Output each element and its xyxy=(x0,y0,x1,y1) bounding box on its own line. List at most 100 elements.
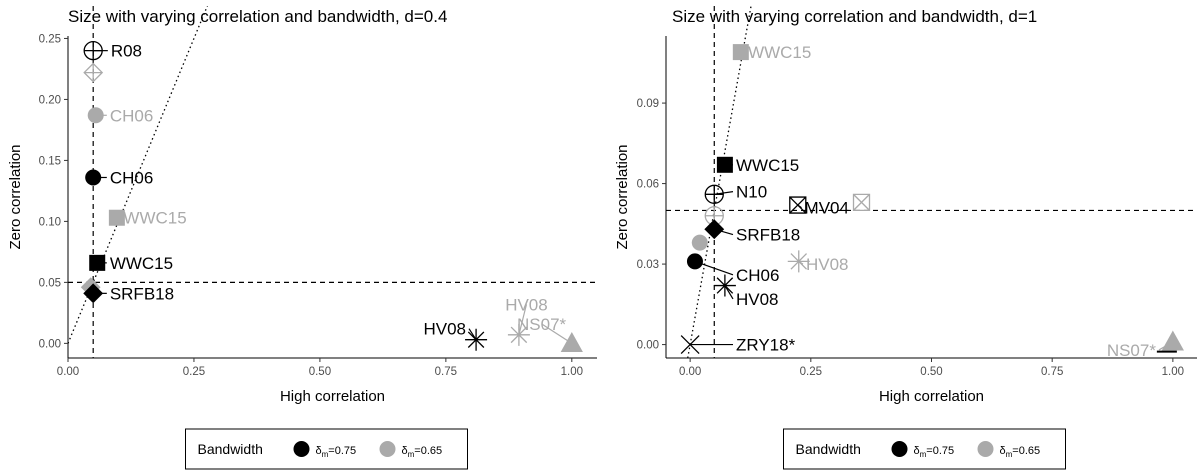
y-tick-label: 0.09 xyxy=(637,98,659,110)
legend-key-1 xyxy=(891,441,908,457)
y-tick-label: 0.00 xyxy=(637,340,659,352)
data-point: HV08 xyxy=(505,295,548,346)
x-tick-label: 1.00 xyxy=(561,366,583,378)
point-label: CH06 xyxy=(736,266,779,285)
legend-key-1 xyxy=(293,441,310,457)
x-tick-label: 1.00 xyxy=(1162,366,1184,378)
marker-asterisk xyxy=(465,328,488,351)
legend-box xyxy=(185,428,468,470)
data-point: HV08 xyxy=(713,274,779,309)
data-point: WWC15 xyxy=(89,254,173,273)
legend-label-2: δm=0.65 xyxy=(1000,445,1041,459)
y-tick-label: 0.00 xyxy=(39,338,61,350)
point-label: R08 xyxy=(111,42,142,61)
legend-label-2: δm=0.65 xyxy=(402,445,443,459)
x-tick-label: 0.25 xyxy=(183,366,205,378)
point-label: ZRY18* xyxy=(736,336,796,355)
x-tick-label: 0.25 xyxy=(800,366,822,378)
marker-diamond-plus xyxy=(83,62,104,83)
marker-diamond xyxy=(704,219,725,240)
point-label: NS07* xyxy=(517,315,567,334)
data-point: HV08 xyxy=(423,320,488,351)
legend-key-2 xyxy=(379,441,396,457)
marker-square xyxy=(108,209,125,226)
label-leader xyxy=(541,323,573,344)
x-tick-label: 0.00 xyxy=(679,366,701,378)
y-tick-label: 0.05 xyxy=(39,277,61,289)
marker-square-x xyxy=(852,193,871,212)
data-point: SRFB18 xyxy=(704,219,800,245)
y-tick-label: 0.20 xyxy=(39,94,61,106)
point-label: WWC15 xyxy=(736,156,799,175)
marker-x xyxy=(680,335,700,355)
data-point: HV08 xyxy=(787,250,849,274)
point-label: WWC15 xyxy=(748,43,811,62)
label-leader xyxy=(518,304,528,335)
chart-title: Size with varying correlation and bandwi… xyxy=(68,7,447,26)
marker-triangle xyxy=(1161,330,1184,351)
data-point: NS07* xyxy=(1107,330,1184,360)
marker-asterisk xyxy=(507,323,530,346)
diagonal-line xyxy=(687,6,752,358)
point-label: CH06 xyxy=(110,106,153,125)
y-tick-label: 0.25 xyxy=(39,33,61,45)
point-label: WWC15 xyxy=(110,254,173,273)
point-label: MV04 xyxy=(805,199,849,218)
legend: Bandwidth δm=0.75 δm=0.65 xyxy=(185,428,468,470)
point-label: HV08 xyxy=(505,295,548,314)
point-label: HV08 xyxy=(806,255,849,274)
marker-circle xyxy=(686,253,703,270)
y-tick-label: 0.10 xyxy=(39,216,61,228)
y-tick-label: 0.06 xyxy=(637,179,659,191)
marker-square xyxy=(732,44,749,61)
marker-square-x xyxy=(789,196,807,214)
marker-diamond xyxy=(83,283,104,304)
data-point: MV04 xyxy=(789,196,849,218)
x-tick-label: 0.50 xyxy=(309,366,331,378)
legend-key-2 xyxy=(977,441,994,457)
data-point: N10 xyxy=(704,183,767,204)
point-label: NS07* xyxy=(1107,341,1157,360)
point-label: HV08 xyxy=(736,290,779,309)
y-tick-label: 0.03 xyxy=(637,259,659,271)
point-label: N10 xyxy=(736,183,767,202)
legend: Bandwidth δm=0.75 δm=0.65 xyxy=(783,428,1066,470)
y-axis-title: Zero correlation xyxy=(7,144,24,249)
marker-triangle xyxy=(560,332,583,353)
marker-plus-lines xyxy=(705,185,724,204)
data-point: CH06 xyxy=(85,168,153,187)
point-label: CH06 xyxy=(110,168,153,187)
point-label: HV08 xyxy=(423,320,466,339)
point-label: WWC15 xyxy=(123,209,186,228)
marker-asterisk xyxy=(713,274,736,297)
marker-circle xyxy=(87,107,104,124)
data-point xyxy=(83,62,104,83)
marker-square xyxy=(716,156,733,173)
x-tick-label: 0.75 xyxy=(435,366,457,378)
data-point: CH06 xyxy=(686,253,779,285)
legend-title: Bandwidth xyxy=(198,441,263,457)
data-point xyxy=(691,234,708,251)
data-point: CH06 xyxy=(87,106,153,125)
data-point: ZRY18* xyxy=(680,335,796,355)
data-point: R08 xyxy=(83,40,142,61)
x-tick-label: 0.75 xyxy=(1041,366,1063,378)
legend-label-1: δm=0.75 xyxy=(316,445,357,459)
point-label: SRFB18 xyxy=(736,226,800,245)
chart-title: Size with varying correlation and bandwi… xyxy=(672,7,1037,26)
point-label: SRFB18 xyxy=(110,284,174,303)
plot-area xyxy=(666,6,1197,358)
data-point: SRFB18 xyxy=(83,283,174,304)
chart-panel-2: Size with varying correlation and bandwi… xyxy=(614,6,1197,470)
marker-circle xyxy=(691,234,708,251)
y-tick-label: 0.15 xyxy=(39,155,61,167)
x-axis-title: High correlation xyxy=(280,388,385,405)
x-tick-label: 0.00 xyxy=(57,366,79,378)
data-point: NS07* xyxy=(517,315,583,353)
y-axis-title: Zero correlation xyxy=(614,144,631,249)
data-point xyxy=(852,193,871,212)
marker-plus-lines xyxy=(84,41,103,60)
chart-panel-1: Size with varying correlation and bandwi… xyxy=(7,6,597,470)
data-point: WWC15 xyxy=(108,209,187,228)
